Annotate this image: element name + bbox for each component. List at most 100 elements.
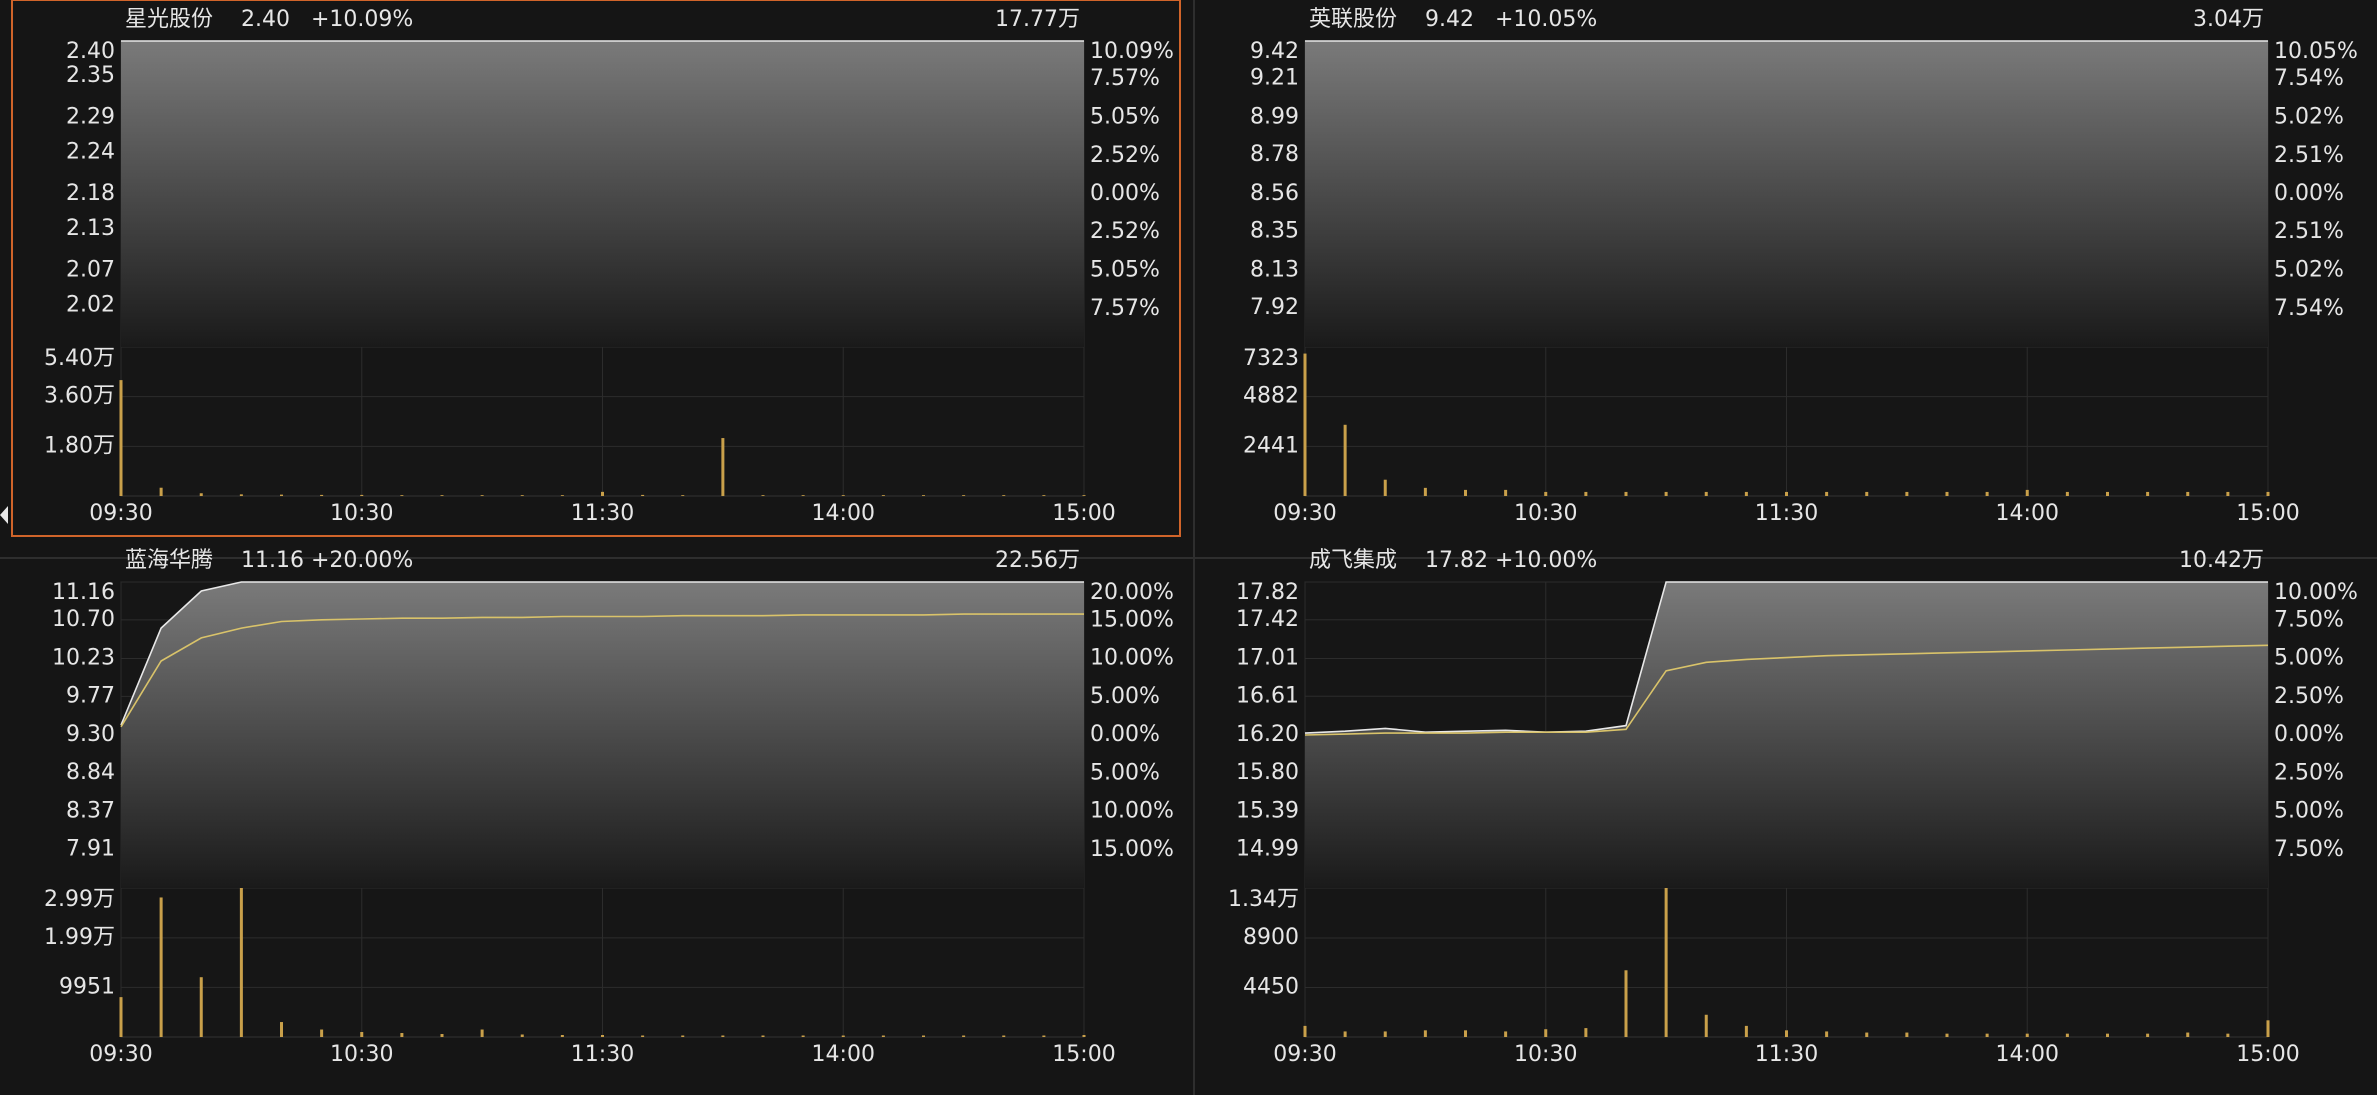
y-tick-label: 8.35 — [1250, 218, 1299, 243]
y-tick-label: 8.56 — [1250, 181, 1299, 206]
volume-tick-label: 9951 — [59, 974, 115, 999]
y2-tick-label: 10.05% — [2274, 39, 2358, 64]
y-tick-label: 2.07 — [66, 258, 115, 283]
x-tick-label: 10:30 — [330, 1042, 393, 1067]
x-tick-label: 15:00 — [1052, 1042, 1115, 1067]
collapse-handle[interactable] — [0, 506, 8, 524]
x-tick-label: 15:00 — [2236, 501, 2299, 526]
y-tick-label: 9.42 — [1250, 39, 1299, 64]
y-tick-label: 2.35 — [66, 63, 115, 88]
volume-bar — [2146, 1033, 2150, 1037]
x-tick-label: 14:00 — [1996, 1042, 2059, 1067]
y2-tick-label: 0.00% — [1090, 722, 1160, 747]
volume-bar — [560, 1035, 564, 1037]
y-tick-label: 15.80 — [1236, 760, 1299, 785]
y2-tick-label: 5.05% — [1090, 258, 1160, 283]
y2-tick-label: 2.52% — [1090, 219, 1160, 244]
y2-tick-label: 7.54% — [2274, 296, 2344, 321]
y-tick-label: 2.29 — [66, 105, 115, 130]
y-tick-label: 17.82 — [1236, 580, 1299, 605]
y2-tick-label: 0.00% — [1090, 181, 1160, 206]
volume-bar — [2226, 1033, 2230, 1037]
volume-bar — [1945, 1033, 1949, 1037]
volume-bar — [360, 494, 364, 496]
volume-tick-label: 1.99万 — [44, 925, 115, 950]
volume-bar — [2065, 491, 2069, 496]
y-tick-label: 8.99 — [1250, 105, 1299, 130]
volume-bar — [520, 1034, 524, 1037]
volume-bar — [1002, 1035, 1006, 1037]
volume-bar — [2186, 491, 2190, 496]
volume-bar — [159, 897, 163, 1037]
volume-bar — [1664, 888, 1668, 1037]
volume-tick-label: 2441 — [1243, 433, 1299, 458]
volume-bar — [922, 495, 925, 496]
volume-bar — [1945, 491, 1949, 496]
y2-tick-label: 0.00% — [2274, 722, 2344, 747]
y2-tick-label: 2.50% — [2274, 760, 2344, 785]
y-tick-label: 9.21 — [1250, 65, 1299, 90]
y-tick-label: 2.24 — [66, 139, 115, 164]
volume-bar — [199, 977, 203, 1037]
y2-tick-label: 20.00% — [1090, 580, 1174, 605]
volume-bar — [1905, 1032, 1909, 1037]
volume-bar — [1383, 1031, 1387, 1037]
x-tick-label: 14:00 — [812, 501, 875, 526]
volume-bar — [1042, 1035, 1046, 1037]
volume-bar — [1082, 1035, 1086, 1037]
volume-bar — [601, 491, 604, 496]
volume-bar — [1002, 495, 1006, 496]
volume-bar — [2266, 491, 2270, 496]
y2-tick-label: 15.00% — [1090, 837, 1174, 862]
volume-bar — [560, 495, 564, 496]
x-tick-label: 11:30 — [1755, 501, 1818, 526]
volume-bar — [520, 495, 524, 496]
volume-bar — [239, 494, 243, 496]
volume-bar — [801, 1035, 805, 1037]
x-tick-label: 09:30 — [1273, 501, 1336, 526]
volume-bar — [962, 1035, 966, 1037]
volume-bar — [2025, 489, 2029, 496]
volume-bar — [1584, 1028, 1588, 1037]
y2-tick-label: 5.00% — [1090, 760, 1160, 785]
y-tick-label: 17.42 — [1236, 607, 1299, 632]
volume-bar — [2106, 1033, 2109, 1037]
volume-bar — [400, 495, 404, 496]
volume-bar — [1825, 1031, 1829, 1037]
average-line — [1304, 644, 2269, 736]
volume-bar — [1865, 491, 1869, 496]
volume-bar — [440, 1034, 444, 1037]
volume-bar — [480, 495, 484, 496]
y2-tick-label: 10.09% — [1090, 39, 1174, 64]
x-tick-label: 15:00 — [2236, 1042, 2299, 1067]
price-area — [1305, 41, 2268, 347]
y2-tick-label: 2.50% — [2274, 684, 2344, 709]
volume-bar — [922, 1035, 925, 1037]
volume-bar — [1544, 1029, 1548, 1037]
y2-tick-label: 2.51% — [2274, 143, 2344, 168]
volume-tick-label: 8900 — [1243, 925, 1299, 950]
x-tick-label: 14:00 — [1996, 501, 2059, 526]
volume-bar — [1825, 491, 1829, 496]
y-tick-label: 8.78 — [1250, 142, 1299, 167]
turnover: 22.56万 — [995, 548, 1080, 573]
y2-tick-label: 7.50% — [2274, 837, 2344, 862]
volume-bar — [360, 1032, 364, 1037]
turnover: 17.77万 — [995, 7, 1080, 32]
volume-bar — [761, 1035, 765, 1037]
stock-name: 星光股份 — [125, 7, 213, 32]
volume-bar — [601, 1035, 604, 1037]
volume-tick-label: 5.40万 — [44, 346, 115, 371]
y2-tick-label: 7.57% — [1090, 66, 1160, 91]
volume-bar — [1303, 1025, 1307, 1037]
y2-tick-label: 2.51% — [2274, 219, 2344, 244]
volume-bar — [1704, 491, 1708, 496]
y-tick-label: 9.30 — [66, 722, 115, 747]
volume-bar — [400, 1033, 404, 1037]
volume-bar — [320, 494, 324, 496]
volume-bar — [1343, 424, 1347, 496]
volume-bar — [2186, 1032, 2190, 1037]
volume-bar — [1985, 1033, 1989, 1037]
